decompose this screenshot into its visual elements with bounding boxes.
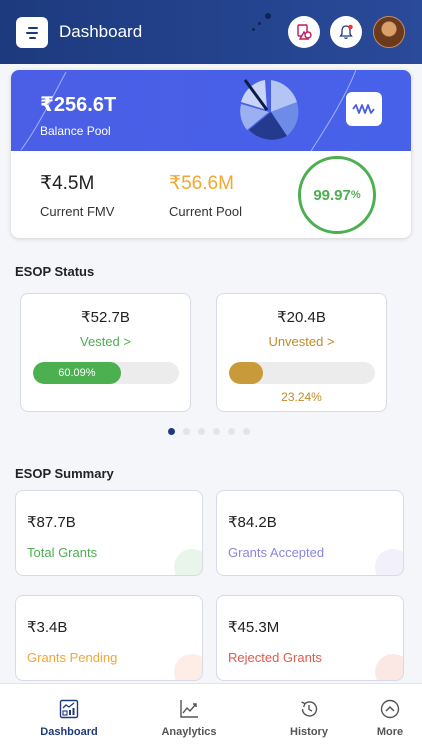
nav-more-label: More <box>376 726 404 738</box>
current-fmv-value: ₹4.5M <box>40 173 95 194</box>
dashboard-icon <box>59 699 79 719</box>
unvested-progress-fill <box>229 362 263 384</box>
current-pool-label: Current Pool <box>169 204 242 219</box>
current-fmv-label: Current FMV <box>40 204 115 219</box>
card-decoration <box>375 549 403 575</box>
rejected-grants-amount: ₹45.3M <box>228 619 280 636</box>
menu-logo-icon[interactable] <box>16 17 48 48</box>
carousel-dot[interactable] <box>228 428 235 435</box>
ring-value: 99.97 <box>313 186 351 204</box>
current-pool-value: ₹56.6M <box>169 173 234 194</box>
balance-pool-card: ₹256.6T Balance Pool ₹4.5M Current FMV ₹… <box>11 70 411 238</box>
history-icon <box>301 701 318 717</box>
carousel-dot[interactable] <box>198 428 205 435</box>
grants-accepted-card[interactable]: ₹84.2B Grants Accepted <box>216 490 404 576</box>
shapes-button[interactable] <box>288 16 320 48</box>
card-decoration <box>174 654 202 680</box>
unvested-card[interactable]: ₹20.4B Unvested > 23.24% <box>216 293 387 412</box>
vested-percent: 60.09% <box>58 367 96 379</box>
unvested-progress-bar <box>229 362 375 384</box>
card-decoration <box>174 549 202 575</box>
grants-pending-amount: ₹3.4B <box>27 619 68 636</box>
esop-summary-title: ESOP Summary <box>15 466 114 481</box>
nav-more[interactable]: More <box>362 684 418 750</box>
more-chevron-icon <box>380 699 400 719</box>
pool-percentage-ring: 99.97% <box>298 156 376 234</box>
unvested-amount: ₹20.4B <box>277 309 326 326</box>
esop-status-title: ESOP Status <box>15 264 95 279</box>
header-decoration <box>265 13 271 19</box>
grants-pending-card[interactable]: ₹3.4B Grants Pending <box>15 595 203 681</box>
nav-analytics[interactable]: Anaylytics <box>148 684 230 750</box>
carousel-dot[interactable] <box>168 428 175 435</box>
banner-decoration <box>20 70 357 151</box>
bottom-navigation: Dashboard Anaylytics History <box>0 683 422 750</box>
page-title: Dashboard <box>59 22 143 41</box>
carousel-dot[interactable] <box>243 428 250 435</box>
pie-chart-icon <box>240 79 299 140</box>
rejected-grants-label: Rejected Grants <box>228 650 322 665</box>
balance-banner: ₹256.6T Balance Pool <box>11 70 411 151</box>
balance-pool-value: ₹256.6T <box>40 94 117 116</box>
carousel-dot[interactable] <box>213 428 220 435</box>
ring-unit: % <box>350 189 361 201</box>
total-grants-card[interactable]: ₹87.7B Total Grants <box>15 490 203 576</box>
header-decoration <box>258 22 261 25</box>
wave-chart-button[interactable] <box>346 92 382 126</box>
bell-icon <box>339 24 353 39</box>
balance-pool-label: Balance Pool <box>40 124 111 138</box>
nav-dashboard-label: Dashboard <box>40 726 98 738</box>
nav-history-label: History <box>290 726 328 738</box>
header-decoration <box>252 28 255 31</box>
nav-dashboard[interactable]: Dashboard <box>28 684 110 750</box>
wave-icon <box>352 104 375 114</box>
rejected-grants-card[interactable]: ₹45.3M Rejected Grants <box>216 595 404 681</box>
analytics-icon <box>180 700 198 718</box>
grants-pending-label: Grants Pending <box>27 650 118 665</box>
grants-accepted-label: Grants Accepted <box>228 545 325 560</box>
nav-analytics-label: Anaylytics <box>161 726 217 738</box>
total-grants-amount: ₹87.7B <box>27 514 76 531</box>
vested-card[interactable]: ₹52.7B Vested > 60.09% <box>20 293 191 412</box>
card-decoration <box>375 654 403 680</box>
grants-accepted-amount: ₹84.2B <box>228 514 277 531</box>
carousel-indicator[interactable] <box>168 428 250 435</box>
unvested-percent: 23.24% <box>281 390 322 404</box>
carousel-dot[interactable] <box>183 428 190 435</box>
unvested-link[interactable]: Unvested > <box>268 334 335 349</box>
shapes-icon <box>297 24 312 40</box>
vested-link[interactable]: Vested > <box>80 334 131 349</box>
vested-progress-bar: 60.09% <box>33 362 179 384</box>
app-header: Dashboard <box>0 0 422 64</box>
vested-amount: ₹52.7B <box>81 309 130 326</box>
vested-progress-fill: 60.09% <box>33 362 121 384</box>
notifications-button[interactable] <box>330 16 362 48</box>
total-grants-label: Total Grants <box>27 545 98 560</box>
nav-history[interactable]: History <box>268 684 350 750</box>
avatar[interactable] <box>373 16 405 48</box>
